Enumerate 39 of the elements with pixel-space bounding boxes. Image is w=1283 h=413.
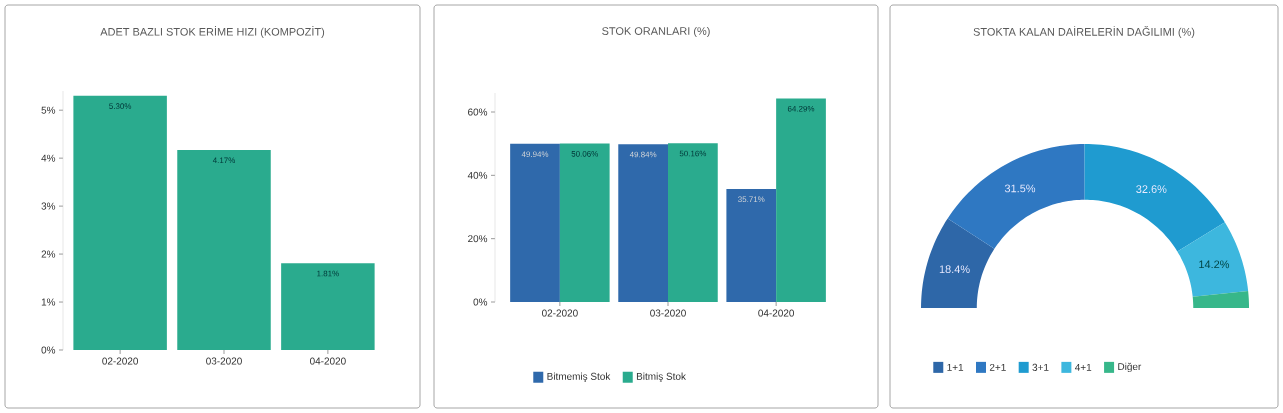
chart-title: STOKTA KALAN DAİRELERİN DAĞILIMI (%) — [973, 26, 1195, 38]
x-tick-label: 02-2020 — [102, 357, 139, 365]
legend-label: 2+1 — [989, 363, 1006, 371]
data-label: 14.2% — [1199, 260, 1230, 269]
legend-label: Bitmiş Stok — [636, 372, 686, 382]
chart-title: ADET BAZLI STOK ERİME HIZI (KOMPOZİT) — [100, 26, 325, 38]
bar — [726, 188, 777, 302]
y-tick-label: 60% — [468, 108, 488, 116]
bar — [776, 98, 826, 302]
y-tick-label: 20% — [468, 235, 488, 243]
bar — [668, 143, 718, 302]
data-label: 31.5% — [1004, 184, 1036, 193]
bar — [510, 143, 560, 302]
chart-title: STOK ORANLARI (%) — [602, 26, 710, 38]
x-tick-label: 04-2020 — [309, 357, 346, 365]
data-label: 32.6% — [1136, 185, 1167, 194]
data-label: 18.4% — [939, 265, 970, 274]
bar — [559, 143, 610, 302]
y-tick-label: 5% — [41, 106, 56, 114]
x-tick-label: 03-2020 — [650, 309, 686, 317]
legend-label: Bitmemiş Stok — [547, 372, 611, 382]
y-tick-label: 3% — [41, 202, 56, 210]
y-tick-label: 0% — [41, 346, 56, 354]
legend-label: 1+1 — [947, 363, 964, 371]
legend-label: Diğer — [1118, 362, 1142, 373]
x-tick-label: 03-2020 — [206, 357, 242, 365]
bar — [618, 144, 669, 302]
bar — [73, 95, 167, 350]
x-tick-label: 04-2020 — [758, 309, 795, 317]
y-tick-label: 1% — [41, 298, 56, 306]
y-tick-label: 0% — [473, 298, 488, 306]
y-tick-label: 2% — [41, 250, 56, 258]
bar — [281, 263, 375, 350]
y-tick-label: 4% — [41, 154, 56, 162]
y-tick-label: 40% — [467, 171, 488, 179]
legend-label: 3+1 — [1032, 363, 1049, 371]
bar — [177, 150, 271, 350]
legend-label: 4+1 — [1075, 363, 1092, 371]
x-tick-label: 02-2020 — [542, 309, 578, 317]
